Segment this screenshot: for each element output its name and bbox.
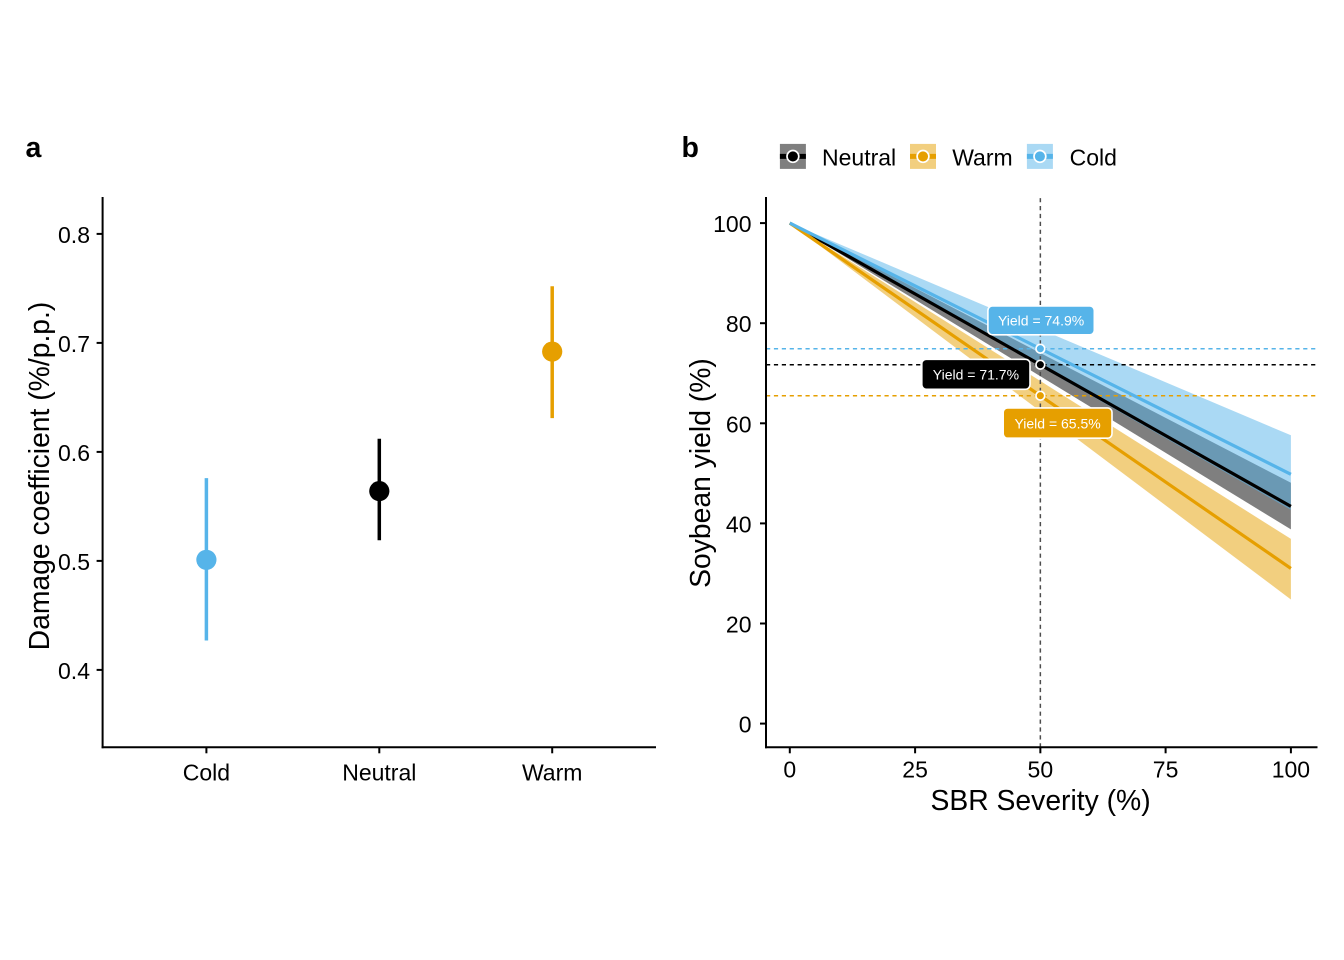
svg-text:Warm: Warm xyxy=(522,760,582,786)
svg-text:0.6: 0.6 xyxy=(58,440,90,466)
svg-text:25: 25 xyxy=(902,757,928,783)
svg-text:0.7: 0.7 xyxy=(58,331,90,357)
svg-text:0: 0 xyxy=(739,712,752,738)
svg-text:Soybean yield (%): Soybean yield (%) xyxy=(684,358,716,588)
svg-text:100: 100 xyxy=(1272,757,1310,783)
svg-text:b: b xyxy=(682,132,699,164)
svg-text:Neutral: Neutral xyxy=(822,145,896,171)
svg-text:80: 80 xyxy=(726,311,752,337)
svg-text:Yield = 71.7%: Yield = 71.7% xyxy=(933,367,1019,383)
svg-text:0.4: 0.4 xyxy=(58,658,90,684)
svg-text:50: 50 xyxy=(1028,757,1054,783)
svg-text:75: 75 xyxy=(1153,757,1179,783)
svg-text:Cold: Cold xyxy=(183,760,230,786)
svg-text:Cold: Cold xyxy=(1070,145,1117,171)
svg-text:Yield = 74.9%: Yield = 74.9% xyxy=(998,313,1084,329)
svg-text:0.8: 0.8 xyxy=(58,222,90,248)
svg-text:Warm: Warm xyxy=(952,145,1012,171)
svg-text:60: 60 xyxy=(726,411,752,437)
svg-text:Yield = 65.5%: Yield = 65.5% xyxy=(1014,415,1100,431)
svg-text:100: 100 xyxy=(713,211,751,237)
svg-text:20: 20 xyxy=(726,612,752,638)
svg-text:40: 40 xyxy=(726,511,752,537)
svg-text:Damage coefficient (%/p.p.): Damage coefficient (%/p.p.) xyxy=(23,302,55,651)
svg-text:a: a xyxy=(26,132,43,164)
svg-text:SBR Severity (%): SBR Severity (%) xyxy=(931,784,1151,816)
svg-text:0.5: 0.5 xyxy=(58,549,90,575)
svg-text:0: 0 xyxy=(783,757,796,783)
svg-text:Neutral: Neutral xyxy=(342,760,416,786)
